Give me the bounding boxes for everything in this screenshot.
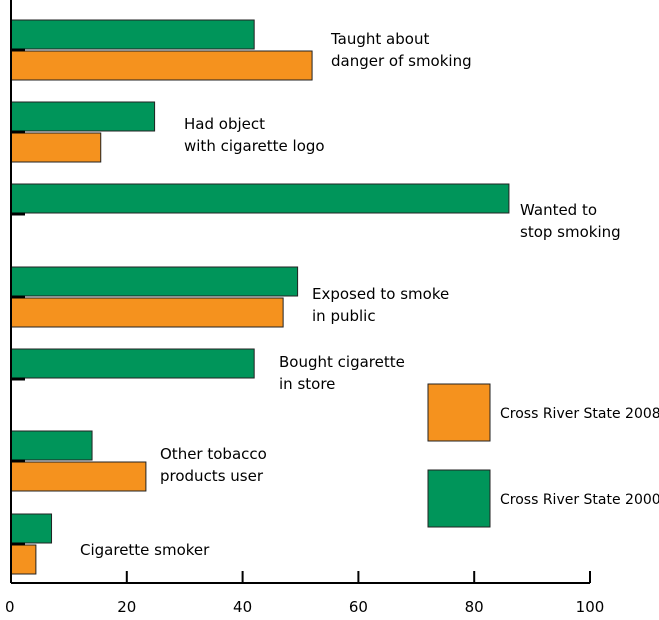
bar-2000-4	[10, 348, 255, 379]
category-label-0-line-1: danger of smoking	[331, 52, 472, 70]
bar-2000-2	[10, 183, 510, 214]
category-label-4-line-0: Bought cigarette	[279, 353, 405, 371]
category-labels-group: Taught about danger of smoking Had object w…	[80, 30, 621, 559]
bar-2008-3	[10, 297, 284, 328]
category-label-1-line-1: with cigarette logo	[184, 137, 325, 155]
x-tick-label-20: 20	[117, 598, 136, 616]
legend-swatch-0	[427, 383, 491, 442]
category-label-0-line-0: Taught about	[330, 30, 429, 48]
bar-2000-1	[10, 101, 156, 132]
category-label-3-line-0: Exposed to smoke	[312, 285, 449, 303]
category-label-5-line-1: products user	[160, 467, 264, 485]
x-tick-label-40: 40	[233, 598, 252, 616]
x-tick-label-100: 100	[576, 598, 605, 616]
x-ticks-group: 0 20 40 60 80 100	[5, 571, 604, 616]
bar-2008-1	[10, 132, 102, 163]
category-label-6-line-0: Cigarette smoker	[80, 541, 210, 559]
bar-2008-6	[10, 544, 37, 575]
category-label-3-line-1: in public	[312, 307, 376, 325]
x-tick-label-0: 0	[5, 598, 15, 616]
legend-label-0: Cross River State 2008	[500, 406, 659, 422]
category-label-2-line-1: stop smoking	[520, 223, 621, 241]
legend-swatch-1	[427, 469, 491, 528]
category-label-2-line-0: Wanted to	[520, 201, 597, 219]
bar-2008-0	[10, 50, 313, 81]
x-tick-label-60: 60	[349, 598, 368, 616]
bar-2008-5	[10, 461, 147, 492]
bar-2000-6	[10, 513, 53, 544]
legend: Cross River State 2008 Cross River State …	[427, 383, 659, 528]
bars-group	[10, 19, 510, 575]
category-label-1-line-0: Had object	[184, 115, 265, 133]
category-label-4-line-1: in store	[279, 375, 335, 393]
bar-2000-0	[10, 19, 255, 50]
x-tick-label-80: 80	[465, 598, 484, 616]
category-label-5-line-0: Other tobacco	[160, 445, 267, 463]
bar-2000-5	[10, 430, 93, 461]
bar-2000-3	[10, 266, 299, 297]
legend-label-1: Cross River State 2000	[500, 492, 659, 508]
